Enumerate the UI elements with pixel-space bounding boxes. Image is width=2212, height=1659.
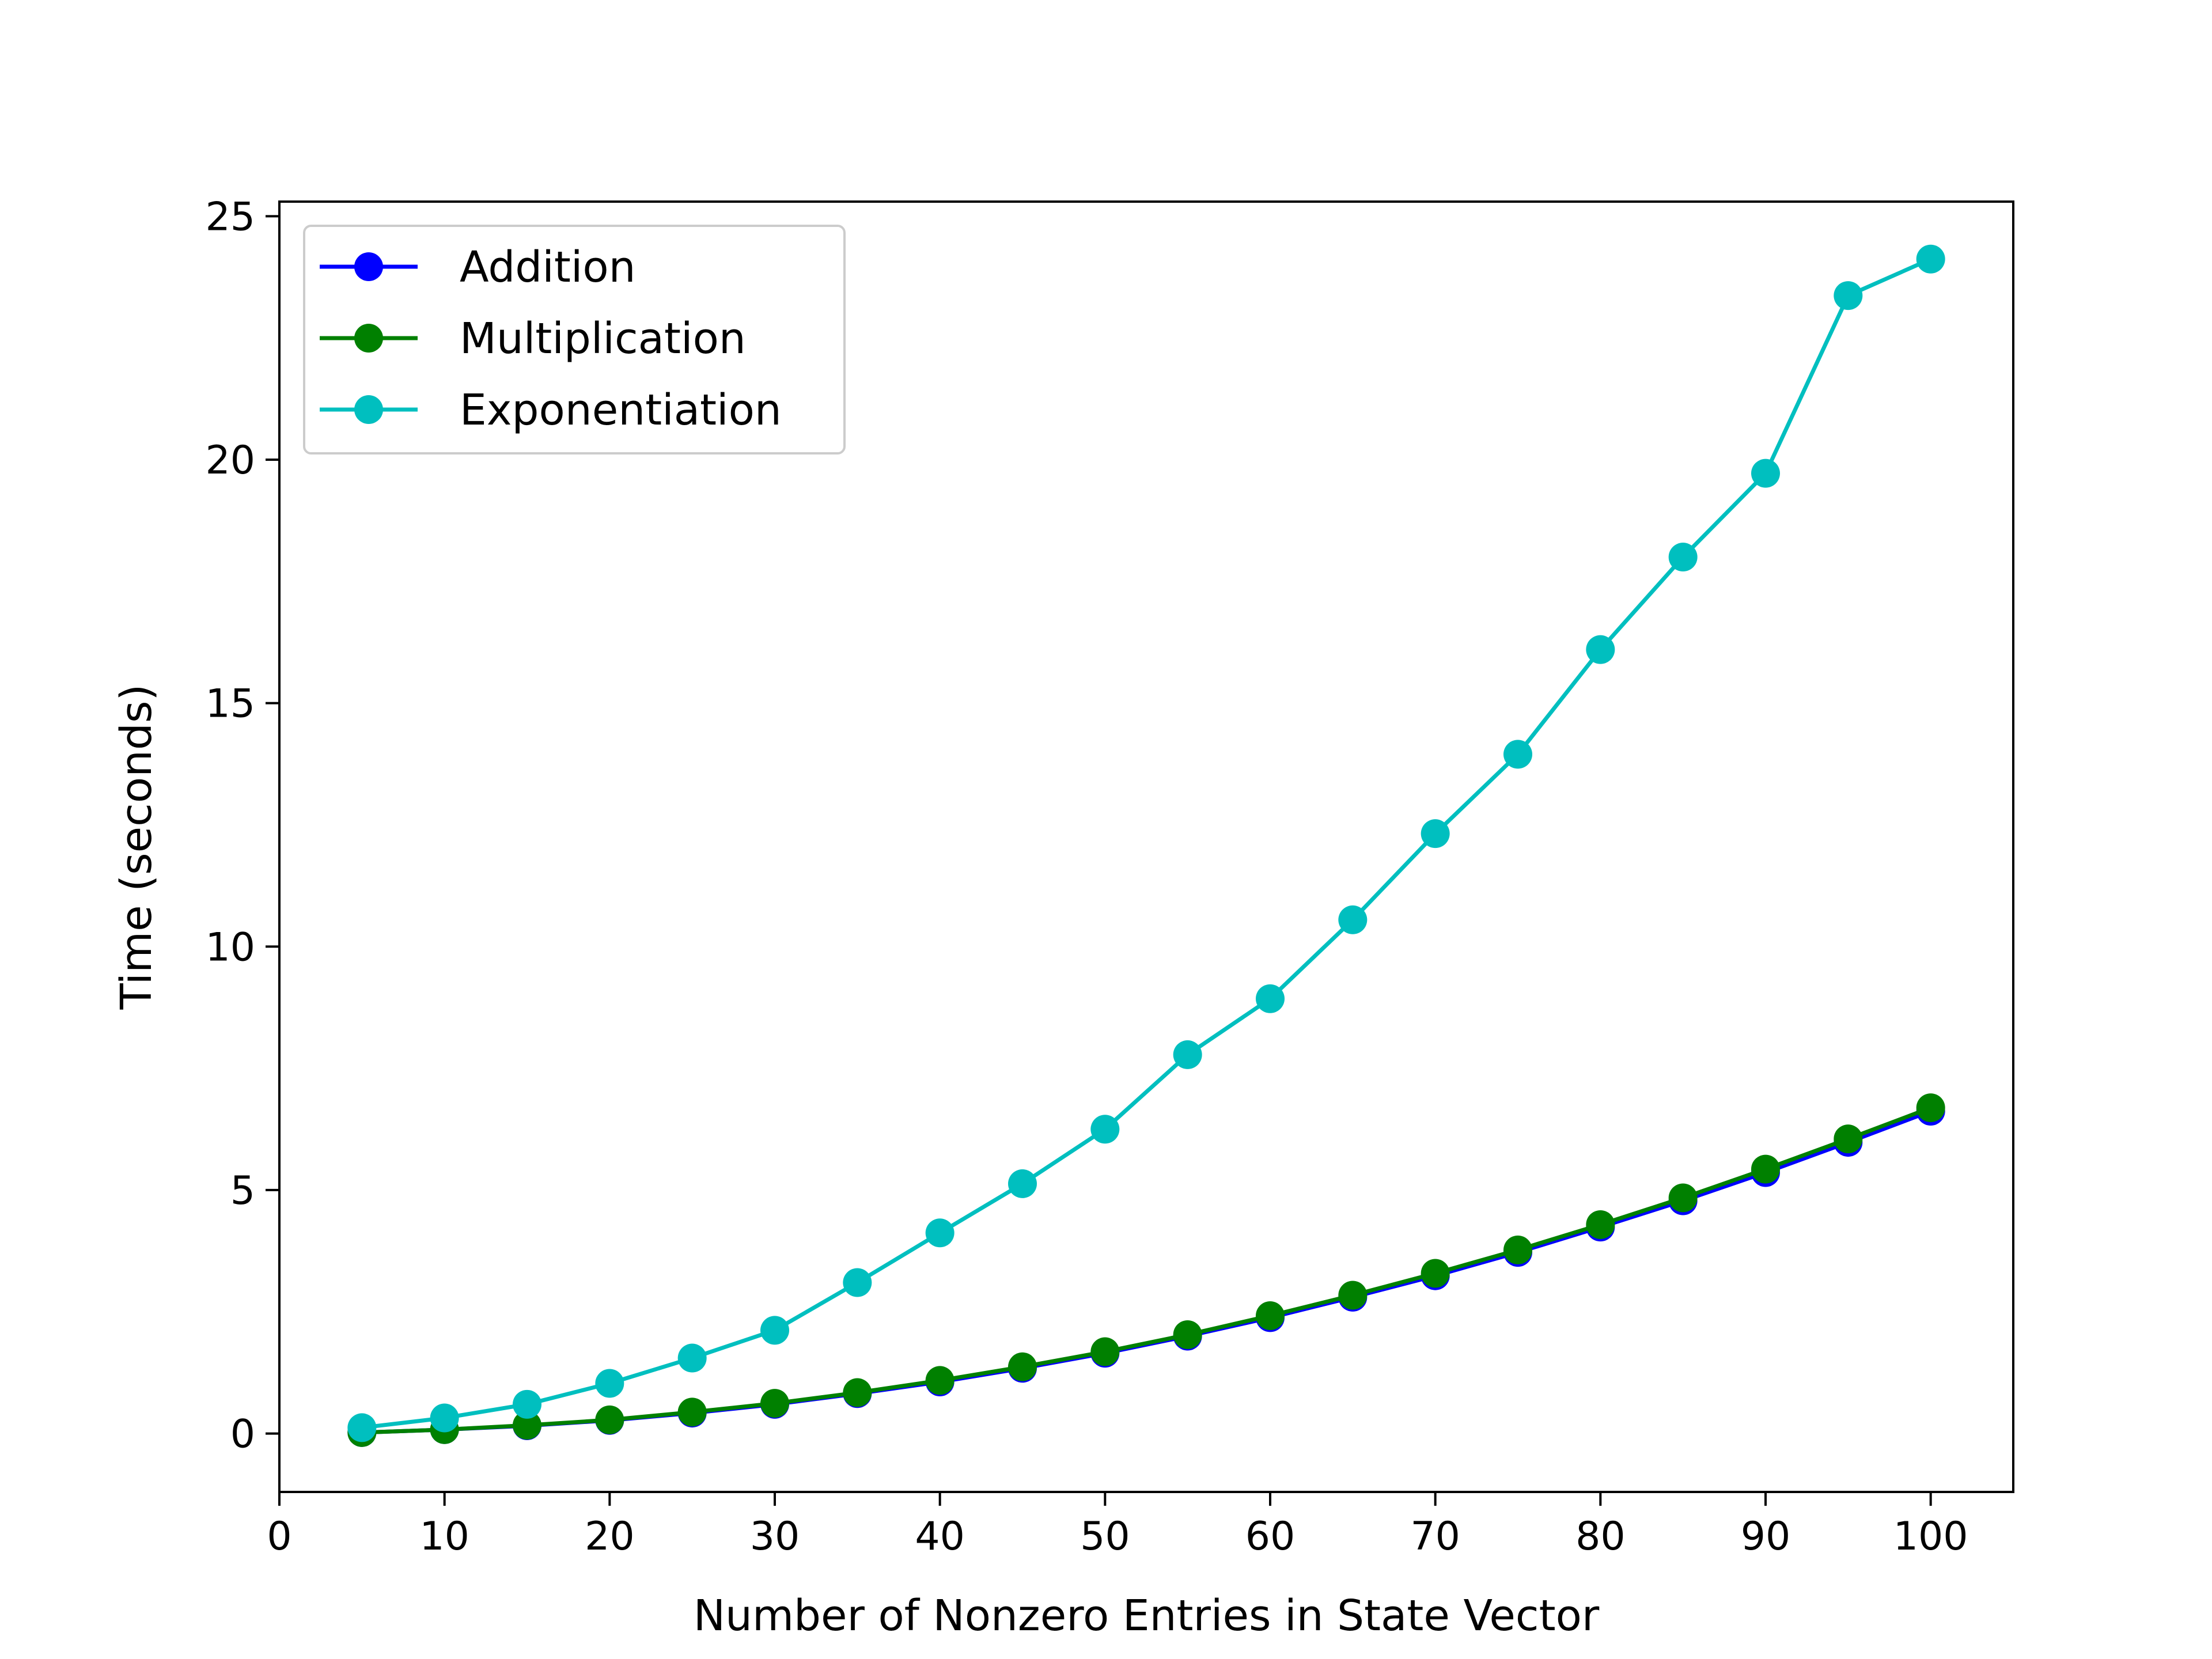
data-point-exponentiation <box>1008 1169 1037 1198</box>
data-point-exponentiation <box>1090 1115 1120 1144</box>
data-point-multiplication <box>1916 1093 1945 1123</box>
y-tick-label: 25 <box>205 194 255 240</box>
data-point-exponentiation <box>843 1268 872 1297</box>
y-tick-label: 15 <box>205 681 255 727</box>
x-tick-label: 50 <box>1080 1514 1130 1559</box>
x-tick-label: 80 <box>1575 1514 1626 1559</box>
data-point-multiplication <box>1751 1154 1780 1184</box>
x-tick-label: 70 <box>1410 1514 1460 1559</box>
legend-label-multiplication: Multiplication <box>460 314 746 363</box>
x-tick-label: 60 <box>1245 1514 1296 1559</box>
data-point-multiplication <box>1090 1337 1120 1366</box>
data-point-multiplication <box>1256 1301 1285 1331</box>
legend: Addition Multiplication Exponentiation <box>303 225 846 454</box>
data-point-exponentiation <box>677 1343 707 1373</box>
y-axis: 0 5 10 15 20 25 <box>205 194 279 1457</box>
legend-label-exponentiation: Exponentiation <box>460 385 782 435</box>
legend-box <box>303 225 846 454</box>
data-point-multiplication <box>1668 1183 1698 1213</box>
data-point-multiplication <box>1586 1210 1615 1239</box>
data-point-multiplication <box>1503 1235 1532 1264</box>
x-tick-label: 20 <box>585 1514 635 1559</box>
data-point-exponentiation <box>1751 459 1780 488</box>
data-point-exponentiation <box>760 1316 789 1345</box>
legend-marker-exponentiation <box>354 395 383 424</box>
x-tick-label: 40 <box>915 1514 965 1559</box>
legend-marker-multiplication <box>354 324 383 353</box>
data-point-multiplication <box>1338 1281 1368 1310</box>
data-point-exponentiation <box>1421 819 1450 849</box>
x-tick-label: 0 <box>267 1514 291 1559</box>
data-point-exponentiation <box>1338 905 1368 934</box>
x-tick-label: 30 <box>750 1514 800 1559</box>
data-point-multiplication <box>513 1411 541 1440</box>
data-point-exponentiation <box>925 1218 955 1248</box>
data-point-multiplication <box>1834 1124 1863 1154</box>
data-point-multiplication <box>760 1389 789 1418</box>
data-point-exponentiation <box>1916 244 1945 274</box>
data-point-exponentiation <box>1834 281 1863 310</box>
data-point-exponentiation <box>595 1369 624 1398</box>
plot-frame <box>278 200 2014 1493</box>
series-exponentiation <box>347 244 1945 1442</box>
y-tick-label: 5 <box>230 1168 255 1214</box>
y-tick-label: 20 <box>205 438 255 483</box>
data-point-multiplication <box>843 1378 872 1407</box>
data-point-exponentiation <box>1173 1040 1202 1069</box>
data-point-exponentiation <box>1586 635 1615 664</box>
data-point-multiplication <box>595 1405 624 1434</box>
y-axis-label: Time (seconds) <box>112 684 161 1010</box>
legend-marker-addition <box>354 252 383 281</box>
data-point-multiplication <box>1173 1320 1202 1349</box>
data-point-exponentiation <box>1256 984 1285 1013</box>
data-point-exponentiation <box>430 1403 459 1433</box>
data-point-exponentiation <box>1503 740 1532 769</box>
data-point-multiplication <box>677 1397 707 1427</box>
data-point-exponentiation <box>347 1413 377 1442</box>
data-point-multiplication <box>925 1366 955 1395</box>
data-point-exponentiation <box>1668 543 1698 572</box>
data-point-exponentiation <box>513 1389 541 1419</box>
x-axis: 0 10 20 30 40 50 60 70 80 90 100 <box>267 1492 1968 1559</box>
data-point-multiplication <box>1421 1259 1450 1288</box>
series-layer <box>347 244 1945 1447</box>
x-axis-label: Number of Nonzero Entries in State Vecto… <box>694 1591 1600 1641</box>
x-tick-label: 10 <box>419 1514 469 1559</box>
x-tick-label: 90 <box>1741 1514 1791 1559</box>
data-point-multiplication <box>1008 1352 1037 1381</box>
legend-label-addition: Addition <box>460 243 636 292</box>
x-tick-label: 100 <box>1893 1514 1968 1559</box>
y-tick-label: 10 <box>205 925 255 970</box>
y-tick-label: 0 <box>230 1412 255 1457</box>
